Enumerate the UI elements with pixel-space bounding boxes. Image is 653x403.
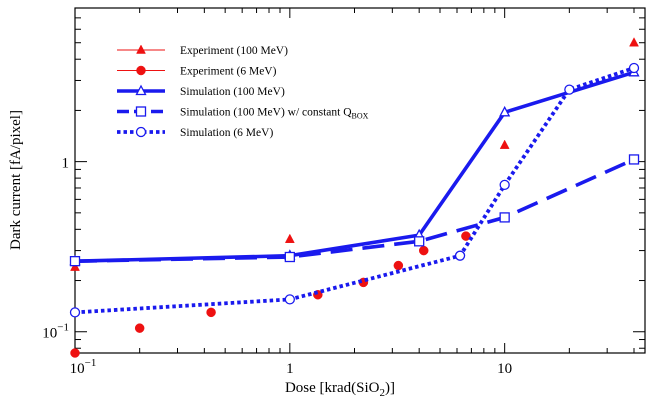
y-tick-label: 10−1 — [42, 322, 69, 342]
legend-marker — [136, 65, 146, 76]
legend-label: Experiment (6 MeV) — [180, 66, 277, 78]
x-tick-label: 10−1 — [70, 357, 97, 377]
legend: Experiment (100 MeV) Experiment (6 MeV) Si… — [117, 44, 369, 139]
data-point — [70, 261, 80, 271]
data-point — [499, 179, 510, 191]
data-point — [206, 307, 216, 318]
legend-marker — [136, 44, 146, 54]
data-point — [499, 105, 511, 117]
series-3 — [69, 154, 640, 267]
data-point — [628, 154, 640, 165]
x-tick-label: 1 — [286, 361, 294, 377]
x-tick-label: 10 — [497, 361, 512, 377]
legend-entry: Simulation (100 MeV) w/ constant QBOX — [117, 106, 369, 121]
data-point — [628, 62, 640, 74]
legend-marker — [135, 106, 147, 117]
legend-label: Simulation (6 MeV) — [180, 127, 273, 139]
series-4 — [69, 62, 640, 318]
data-point — [454, 250, 466, 261]
plot-frame — [74, 7, 646, 354]
series-2 — [69, 65, 640, 266]
legend-entry: Simulation (100 MeV) — [117, 84, 285, 98]
legend-marker — [135, 126, 147, 138]
y-tick-label: 1 — [62, 156, 70, 172]
data-point — [284, 294, 295, 305]
data-point — [284, 233, 295, 243]
legend-entry: Simulation (6 MeV) — [117, 126, 273, 139]
legend-label: Simulation (100 MeV) w/ constant QBOX — [180, 107, 369, 121]
data-point — [499, 139, 510, 149]
data-point — [499, 212, 510, 223]
data-point — [284, 251, 295, 263]
series-line — [74, 157, 635, 263]
data-point — [414, 236, 425, 247]
legend-entry: Experiment (100 MeV) — [117, 44, 288, 57]
data-point — [418, 245, 429, 256]
legend-label: Simulation (100 MeV) — [180, 86, 285, 98]
data-point — [69, 256, 81, 267]
data-point — [629, 37, 639, 47]
series-line — [74, 66, 635, 315]
legend-label: Experiment (100 MeV) — [180, 45, 288, 57]
series-0 — [70, 37, 639, 271]
data-point — [69, 307, 81, 318]
legend-marker — [135, 84, 147, 96]
series-layer — [69, 37, 640, 358]
data-point — [564, 84, 575, 95]
series-1 — [70, 231, 471, 358]
data-point — [461, 231, 471, 241]
data-point — [70, 348, 80, 358]
data-point — [393, 260, 404, 271]
legend-entry: Experiment (6 MeV) — [117, 66, 277, 78]
axis-ticks: 10−1 1 10 10−1 1 — [42, 7, 645, 377]
x-axis-label: Dose [krad(SiO2)] — [285, 380, 395, 399]
data-point — [134, 323, 145, 333]
y-axis-label: Dark current [fA/pixel] — [8, 110, 24, 250]
series-line — [74, 70, 635, 263]
